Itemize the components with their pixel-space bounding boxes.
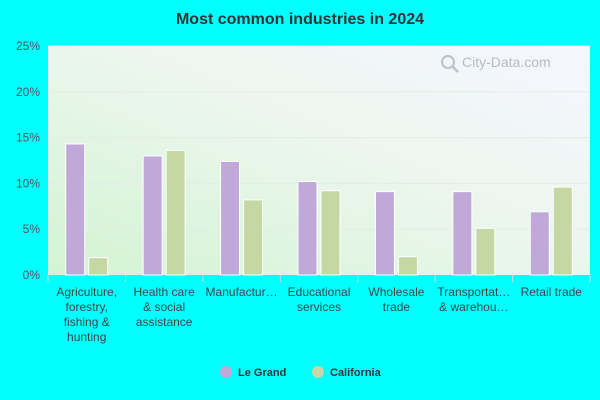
x-category-line: & warehou… [439, 300, 508, 314]
x-category-label: Health care & social assistance [133, 285, 195, 329]
x-category-label: Wholesale trade [368, 285, 424, 314]
y-tick-label: 5% [23, 222, 41, 236]
legend-label: Le Grand [238, 367, 286, 379]
x-category-line: Agriculture, [56, 285, 117, 299]
bar-le-grand[interactable] [142, 155, 163, 276]
bar-le-grand[interactable] [452, 191, 473, 276]
x-category-line: Educational [288, 285, 351, 299]
x-category-line: services [297, 300, 341, 314]
grid-lines [48, 45, 590, 230]
bar-le-grand[interactable] [65, 143, 86, 276]
x-axis-labels: Agriculture, forestry, fishing & hunting Hea… [56, 285, 582, 344]
x-category-line: Manufactur… [206, 285, 278, 299]
bar-california[interactable] [243, 199, 264, 276]
y-tick-label: 15% [16, 131, 40, 145]
x-category-label: Manufactur… [206, 285, 278, 299]
x-category-line: Retail trade [521, 285, 583, 299]
legend: Le Grand California [220, 366, 382, 379]
x-category-line: fishing & [64, 315, 110, 329]
bar-california[interactable] [552, 186, 573, 276]
y-tick-label: 25% [16, 39, 40, 53]
bar-le-grand[interactable] [220, 160, 241, 276]
bar-california[interactable] [165, 149, 186, 276]
x-category-line: forestry, [65, 300, 107, 314]
x-category-label: Transportat… & warehou… [437, 285, 510, 314]
y-axis-ticks: 0% 5% 10% 15% 20% 25% [16, 39, 40, 282]
watermark-text: City-Data.com [462, 54, 551, 70]
chart-title: Most common industries in 2024 [176, 11, 424, 28]
legend-swatch [312, 366, 324, 378]
watermark: City-Data.com [441, 54, 551, 73]
bar-le-grand[interactable] [297, 181, 318, 276]
x-category-line: Transportat… [437, 285, 510, 299]
plot-area [48, 46, 590, 275]
x-category-line: assistance [136, 315, 193, 329]
legend-swatch [220, 366, 232, 378]
x-category-label: Retail trade [521, 285, 583, 299]
y-tick-label: 20% [16, 85, 40, 99]
magnifier-icon [441, 55, 459, 73]
x-category-label: Agriculture, forestry, fishing & hunting [56, 285, 117, 344]
x-category-line: & social [143, 300, 185, 314]
bar-california[interactable] [88, 257, 109, 276]
bars [65, 143, 573, 276]
bar-le-grand[interactable] [374, 191, 395, 276]
x-category-line: Wholesale [368, 285, 424, 299]
bar-california[interactable] [475, 227, 496, 276]
bar-le-grand[interactable] [529, 211, 550, 276]
x-category-line: trade [383, 300, 411, 314]
y-tick-label: 0% [23, 268, 41, 282]
bar-california[interactable] [397, 256, 418, 276]
x-category-line: Health care [133, 285, 195, 299]
legend-label: California [330, 367, 382, 379]
x-axis-separators [47, 275, 591, 282]
x-category-label: Educational services [288, 285, 351, 314]
y-tick-label: 10% [16, 176, 40, 190]
bar-california[interactable] [320, 190, 341, 276]
x-category-line: hunting [67, 330, 106, 344]
